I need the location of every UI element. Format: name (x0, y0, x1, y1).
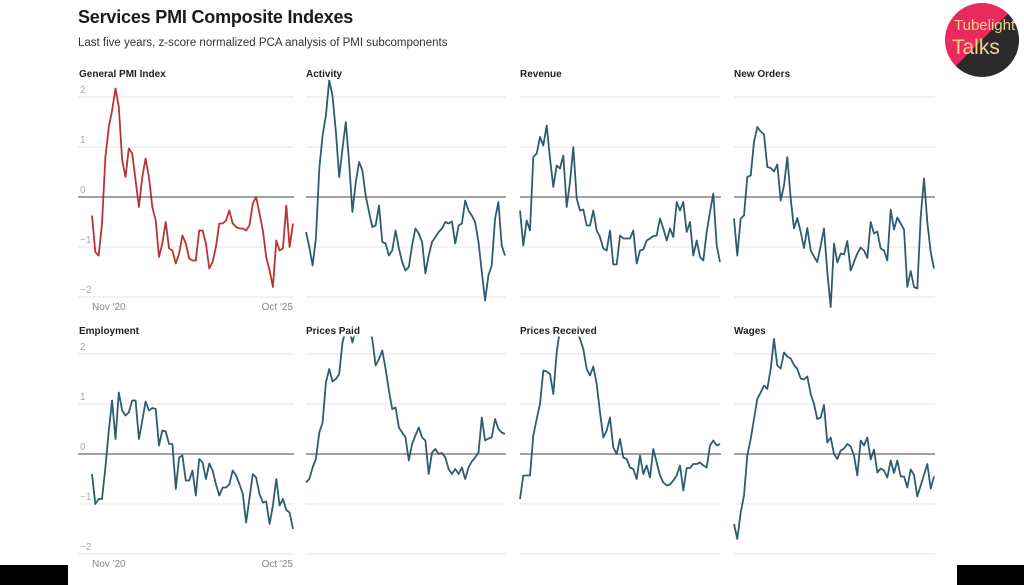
series-line (305, 79, 506, 302)
panel-title: Employment (79, 326, 140, 337)
panel-title: Revenue (520, 69, 562, 80)
panel-activity: Activity (305, 69, 506, 302)
panel-title: Wages (734, 326, 766, 337)
tubelight-talks-logo: Tubelight Talks (945, 3, 1019, 77)
letterbox-bar-left (0, 565, 68, 585)
y-tick-label: 0 (80, 442, 86, 453)
x-tick-label: Nov '20 (92, 559, 126, 570)
y-tick-label: −2 (80, 285, 92, 296)
logo-text-line1: Tubelight (954, 17, 1016, 34)
series-line (305, 336, 506, 484)
panel-wages: Wages (733, 326, 935, 555)
panel-prices-paid: Prices Paid (305, 326, 506, 555)
y-tick-label: 2 (80, 342, 86, 353)
series-line (733, 126, 935, 308)
x-tick-label: Oct '25 (262, 302, 294, 313)
panel-title: Prices Received (520, 326, 597, 337)
panel-prices-received: Prices Received (519, 326, 721, 555)
panel-title: Prices Paid (306, 326, 360, 337)
x-tick-label: Nov '20 (92, 302, 126, 313)
series-line (519, 124, 721, 266)
letterbox-bar-right (957, 565, 1024, 585)
y-tick-label: 2 (80, 85, 86, 96)
y-tick-label: −1 (80, 235, 92, 246)
series-line (733, 338, 935, 540)
y-tick-label: 1 (80, 135, 86, 146)
chart-title: Services PMI Composite Indexes (78, 7, 354, 27)
panel-title: General PMI Index (79, 69, 166, 80)
y-tick-label: −1 (80, 492, 92, 503)
panel-title: Activity (306, 69, 343, 80)
series-line (91, 391, 294, 530)
panel-revenue: Revenue (519, 69, 721, 298)
y-tick-label: 0 (80, 185, 86, 196)
chart-subtitle: Last five years, z-score normalized PCA … (78, 37, 448, 49)
y-tick-label: 1 (80, 392, 86, 403)
series-line (91, 87, 294, 288)
logo-text-line2: Talks (952, 36, 1000, 59)
panel-title: New Orders (734, 69, 791, 80)
series-line (519, 336, 721, 500)
panel-new-orders: New Orders (733, 69, 935, 308)
y-tick-label: −2 (80, 542, 92, 553)
x-tick-label: Oct '25 (262, 559, 294, 570)
